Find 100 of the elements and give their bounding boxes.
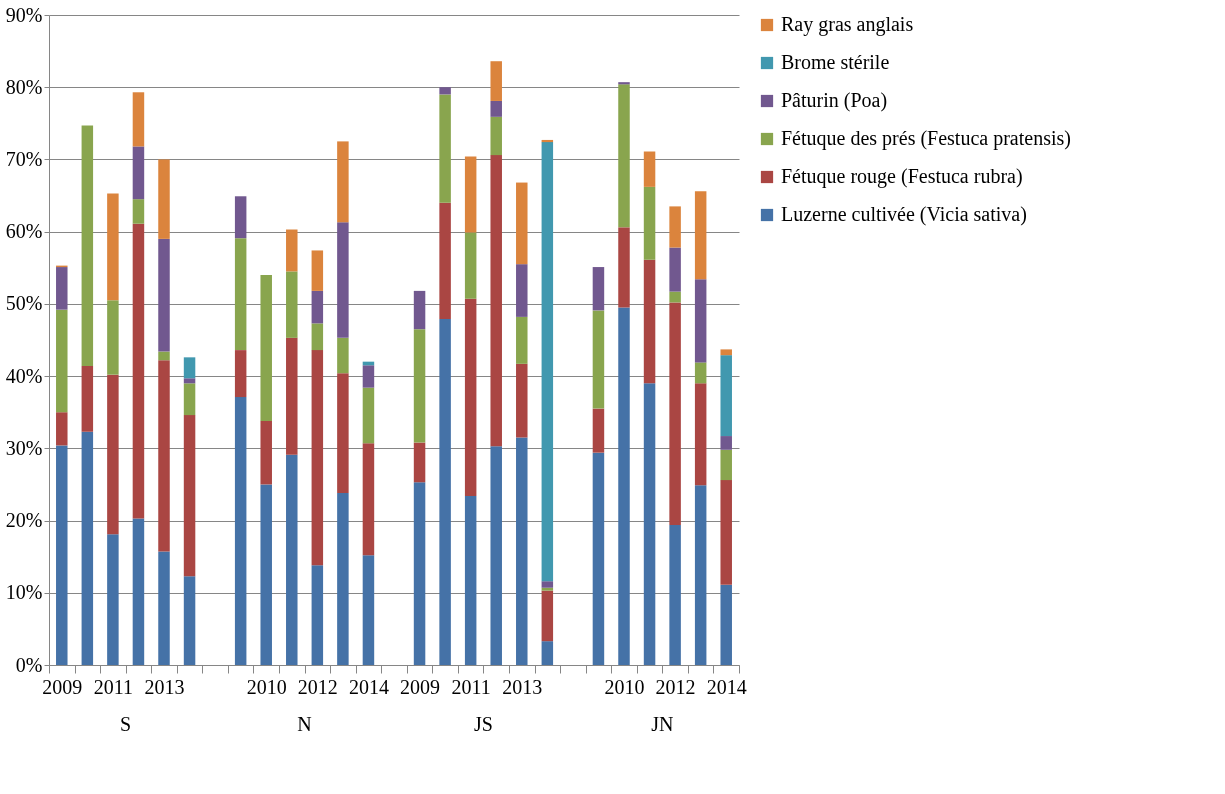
bar <box>132 199 145 224</box>
bar <box>618 307 630 665</box>
bar <box>490 446 502 665</box>
bar <box>720 436 732 450</box>
bar <box>643 383 656 665</box>
bar <box>183 378 196 384</box>
bar <box>260 275 272 421</box>
bar <box>234 238 247 351</box>
y-tick-label: 0% <box>15 653 43 676</box>
bar <box>337 222 349 338</box>
bar <box>107 374 119 535</box>
y-tick-label: 70% <box>5 147 43 170</box>
bar <box>490 155 502 447</box>
bar <box>413 442 426 483</box>
bar <box>362 555 375 665</box>
y-tick-label: 50% <box>5 292 43 315</box>
legend-label: Pâturin (Poa) <box>781 89 888 112</box>
bar <box>516 264 528 317</box>
bar <box>132 146 145 200</box>
bar <box>132 92 145 147</box>
x-tick-label: 2014 <box>348 675 389 698</box>
bar <box>592 267 605 311</box>
bar <box>413 329 426 443</box>
bar <box>234 196 247 239</box>
x-tick-label: 2009 <box>400 675 441 698</box>
bar <box>81 366 94 432</box>
bar <box>694 485 707 665</box>
bar <box>490 100 502 117</box>
legend-label: Luzerne cultivée (Vicia sativa) <box>781 203 1027 226</box>
bar <box>107 534 119 665</box>
y-tick-label: 40% <box>5 364 43 387</box>
y-tick-label: 10% <box>5 581 43 604</box>
bar <box>669 524 681 665</box>
bar <box>158 238 170 352</box>
legend-label: Fétuque rouge (Festuca rubra) <box>781 165 1023 188</box>
bar <box>669 206 681 248</box>
bar <box>132 518 145 665</box>
bar <box>516 363 528 438</box>
bar <box>311 565 324 665</box>
bar <box>286 229 298 272</box>
bar <box>234 397 247 665</box>
y-tick-label: 90% <box>5 3 43 26</box>
bar <box>158 351 170 361</box>
x-tick-label: 2012 <box>655 675 696 698</box>
bar <box>464 298 477 496</box>
bar <box>669 247 681 292</box>
y-tick-label: 80% <box>5 75 43 98</box>
bar <box>694 279 707 363</box>
y-tick-label: 60% <box>5 220 43 243</box>
bar <box>643 259 656 384</box>
bar <box>56 412 68 446</box>
bar <box>694 191 707 280</box>
bar <box>720 480 732 585</box>
bar <box>132 223 145 519</box>
bar <box>516 182 528 265</box>
x-tick-label: 2014 <box>706 675 747 698</box>
bar <box>311 250 324 291</box>
bar <box>183 357 196 379</box>
bar <box>439 94 451 203</box>
bar <box>516 316 528 364</box>
bar <box>413 290 426 330</box>
text: S <box>120 713 132 735</box>
text: JS <box>473 713 493 735</box>
bar <box>158 360 170 552</box>
bar <box>81 125 94 366</box>
bar <box>516 437 528 665</box>
x-tick-label: 2013 <box>502 675 543 698</box>
y-tick-label: 30% <box>5 436 43 459</box>
bar <box>183 415 196 577</box>
bar <box>56 445 68 665</box>
bar <box>541 590 554 642</box>
bar <box>592 408 605 453</box>
bar <box>107 193 119 301</box>
bar <box>413 482 426 665</box>
x-tick-label: 2009 <box>42 675 83 698</box>
bar <box>669 291 681 303</box>
bar <box>337 493 349 665</box>
bar <box>643 151 656 187</box>
bar <box>260 484 272 665</box>
legend-label: Fétuque des prés (Festuca pratensis) <box>781 127 1071 150</box>
bar <box>311 323 324 351</box>
bar <box>720 584 732 665</box>
bar <box>286 337 298 455</box>
bar <box>158 551 170 665</box>
bar <box>362 387 375 444</box>
text: JN <box>651 713 674 735</box>
bar <box>541 641 554 665</box>
bar <box>337 141 349 223</box>
bar <box>158 159 170 239</box>
bar <box>183 383 196 416</box>
bar <box>81 431 94 665</box>
bar <box>311 290 324 324</box>
bar <box>592 452 605 665</box>
bar <box>439 87 451 95</box>
bar <box>439 202 451 320</box>
x-tick-label: 2010 <box>246 675 287 698</box>
bar <box>490 116 502 156</box>
bar <box>439 319 451 665</box>
bar <box>56 267 68 310</box>
bar <box>669 302 681 525</box>
